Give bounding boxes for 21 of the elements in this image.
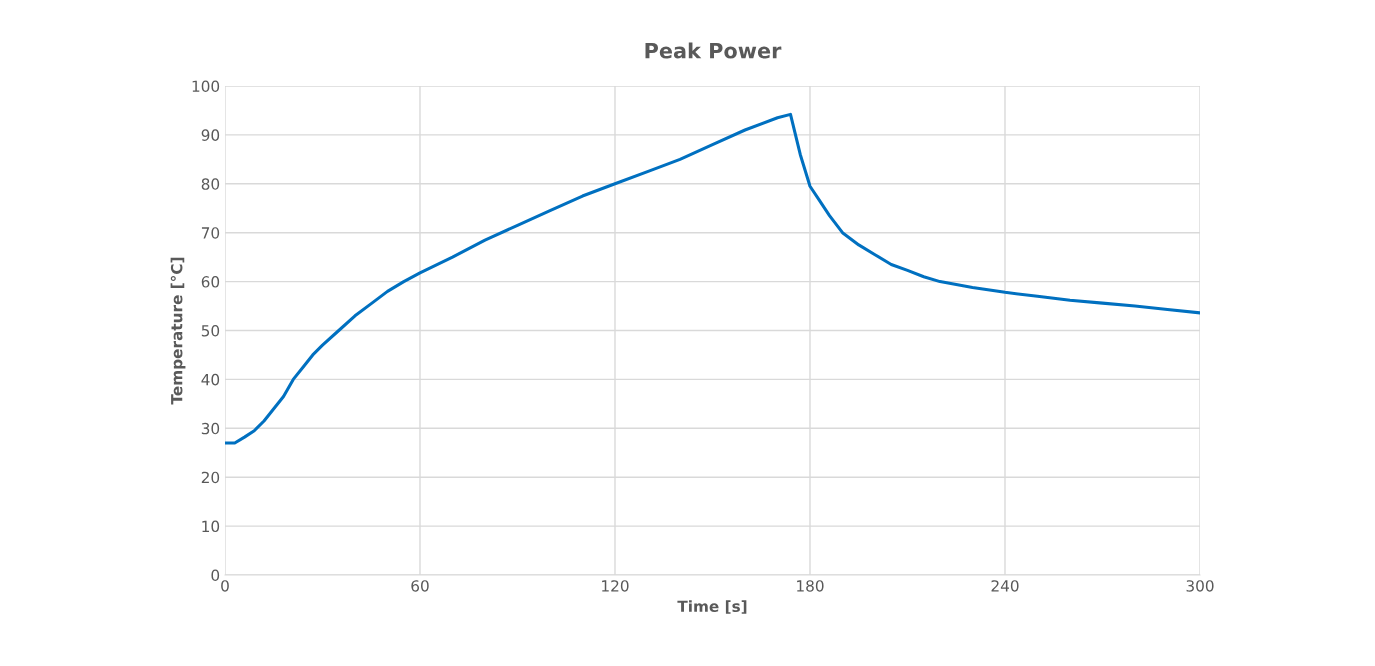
y-tick-label: 90 [201,129,220,141]
chart-title: Peak Power [645,42,782,59]
y-tick-label: 70 [201,227,220,239]
y-tick-label: 40 [201,373,220,386]
x-tick-label: 60 [411,580,429,592]
x-axis-title: Time [s] [677,600,747,614]
x-tick-label: 0 [221,580,229,592]
y-tick-label: 0 [211,569,220,582]
x-tick-label: 300 [1186,580,1214,592]
y-tick-label: 100 [192,80,220,93]
y-tick-label: 20 [201,471,220,484]
y-tick-label: 50 [201,324,220,337]
x-tick-label: 180 [797,580,824,592]
y-axis-title: Temperature [°C] [170,257,186,405]
line-series [225,112,1200,445]
y-tick-label: 60 [201,276,220,288]
x-tick-label: 120 [602,580,629,592]
y-tick-label: 10 [202,520,220,533]
x-tick-label: 240 [991,580,1019,592]
y-tick-label: 80 [201,178,220,190]
y-tick-label: 30 [201,422,220,435]
